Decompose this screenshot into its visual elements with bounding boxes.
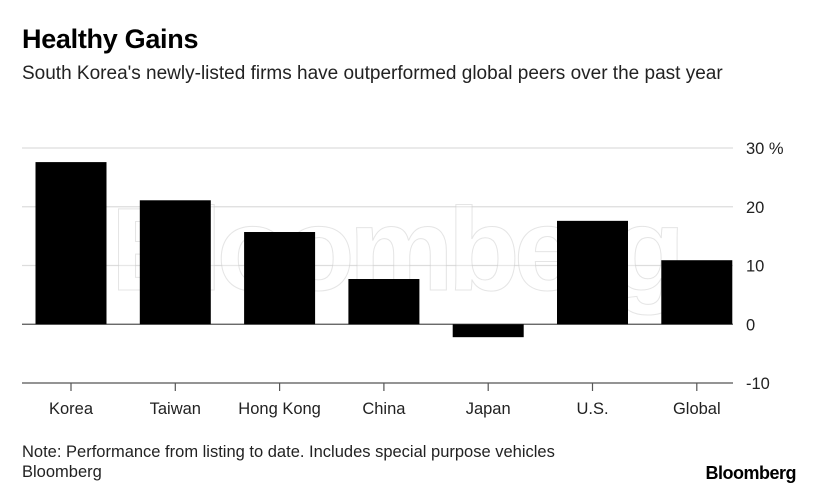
- x-tick-label: Hong Kong: [238, 400, 321, 418]
- chart-source: Bloomberg: [22, 463, 102, 481]
- y-tick-label: -10: [746, 375, 770, 393]
- x-tick-label: Japan: [466, 400, 511, 418]
- bar-hong-kong: [244, 232, 316, 325]
- bar-taiwan: [139, 200, 211, 325]
- bar-japan: [452, 324, 524, 338]
- x-tick-label: China: [362, 400, 406, 418]
- y-tick-label: 0: [746, 316, 755, 334]
- x-tick-label: Korea: [49, 400, 94, 418]
- chart-subtitle: South Korea's newly-listed firms have ou…: [22, 63, 723, 84]
- bloomberg-logo: Bloomberg: [705, 463, 796, 483]
- x-tick-label: U.S.: [576, 400, 608, 418]
- chart-note: Note: Performance from listing to date. …: [22, 443, 555, 461]
- bar-u-s-: [557, 220, 628, 325]
- bar-korea: [35, 162, 107, 325]
- chart-title: Healthy Gains: [22, 24, 199, 54]
- y-tick-label: 10: [746, 258, 764, 276]
- x-tick-label: Global: [673, 400, 721, 418]
- bar-china: [348, 279, 420, 325]
- y-tick-label: 30 %: [746, 140, 784, 158]
- bar-global: [661, 260, 733, 325]
- x-tick-label: Taiwan: [150, 400, 201, 418]
- y-tick-label: 20: [746, 199, 764, 217]
